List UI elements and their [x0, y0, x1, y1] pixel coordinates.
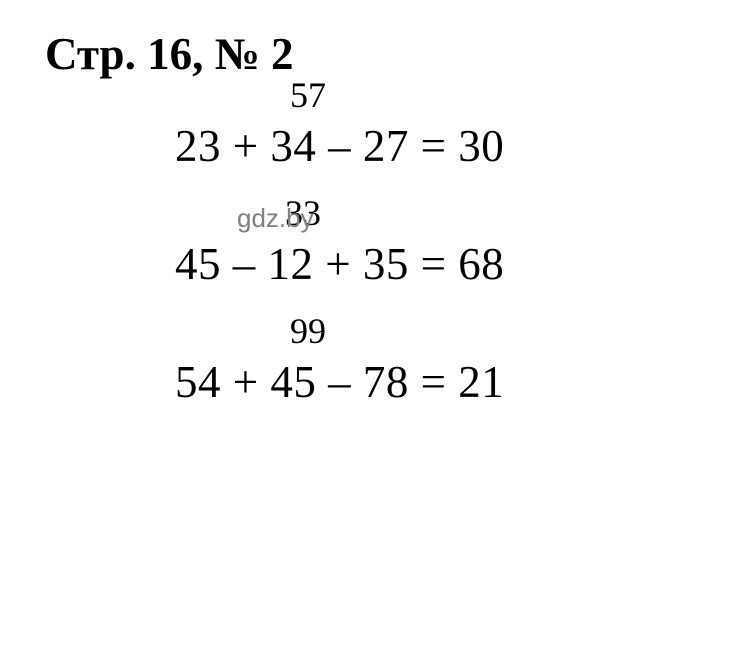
intermediate-result-3: 99: [290, 310, 326, 352]
equations-container: 57 23 + 34 – 27 = 30 33 45 – 12 + 35 = 6…: [45, 120, 755, 408]
page-heading: Стр. 16, № 2: [45, 28, 755, 80]
equation-2: 45 – 12 + 35 = 68: [175, 238, 755, 290]
watermark-text: gdz.by: [237, 203, 314, 234]
intermediate-result-1: 57: [290, 74, 326, 116]
equation-block-3: 99 54 + 45 – 78 = 21: [175, 356, 755, 408]
equation-block-2: 33 45 – 12 + 35 = 68: [175, 238, 755, 290]
equation-1: 23 + 34 – 27 = 30: [175, 120, 755, 172]
equation-block-1: 57 23 + 34 – 27 = 30: [175, 120, 755, 172]
equation-3: 54 + 45 – 78 = 21: [175, 356, 755, 408]
